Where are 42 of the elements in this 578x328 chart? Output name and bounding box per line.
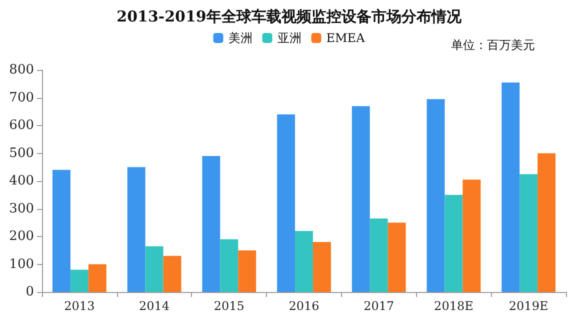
x-tick-label: 2014 xyxy=(139,299,170,313)
bar xyxy=(70,270,88,292)
bar xyxy=(163,256,182,292)
bar xyxy=(238,250,256,292)
y-tick-label: 300 xyxy=(9,201,34,216)
y-tick-label: 100 xyxy=(9,256,34,272)
bar xyxy=(370,218,388,292)
bar xyxy=(127,167,146,292)
y-tick-label: 400 xyxy=(9,174,34,188)
bar xyxy=(462,180,481,292)
y-tick-label: 600 xyxy=(9,118,34,133)
bar xyxy=(145,246,164,292)
bar xyxy=(295,230,313,292)
y-tick-label: 800 xyxy=(9,62,34,78)
x-tick-label: 2017 xyxy=(364,299,394,313)
y-tick-label: 0 xyxy=(26,284,34,300)
bar xyxy=(52,170,70,292)
x-tick-label: 2013 xyxy=(64,299,95,313)
bar xyxy=(502,82,520,292)
chart-title: 2013-2019年全球车载视频监控设备市场分布情况 xyxy=(116,8,462,26)
legend-label: 美洲 xyxy=(228,31,252,45)
bar xyxy=(426,99,445,292)
bar xyxy=(88,264,106,292)
x-tick-label: 2016 xyxy=(288,299,320,313)
y-tick-label: 200 xyxy=(9,229,34,244)
x-tick-label: 2015 xyxy=(214,299,244,313)
bar xyxy=(520,174,538,292)
legend-label: 亚洲 xyxy=(277,31,302,45)
y-tick-label: 700 xyxy=(9,90,34,106)
x-tick-label: 2018E xyxy=(434,299,474,313)
bar xyxy=(388,222,406,292)
y-axis-title: 单位：百万美元 xyxy=(451,38,535,52)
bar xyxy=(202,156,220,292)
x-tick-label: 2019E xyxy=(508,299,548,313)
bar xyxy=(312,242,331,292)
legend-label: EMEA xyxy=(326,31,366,45)
y-tick-label: 500 xyxy=(9,146,34,161)
bar xyxy=(444,194,463,292)
bar xyxy=(220,239,238,292)
bar xyxy=(277,114,296,292)
bar xyxy=(352,106,370,292)
bar xyxy=(538,153,556,292)
